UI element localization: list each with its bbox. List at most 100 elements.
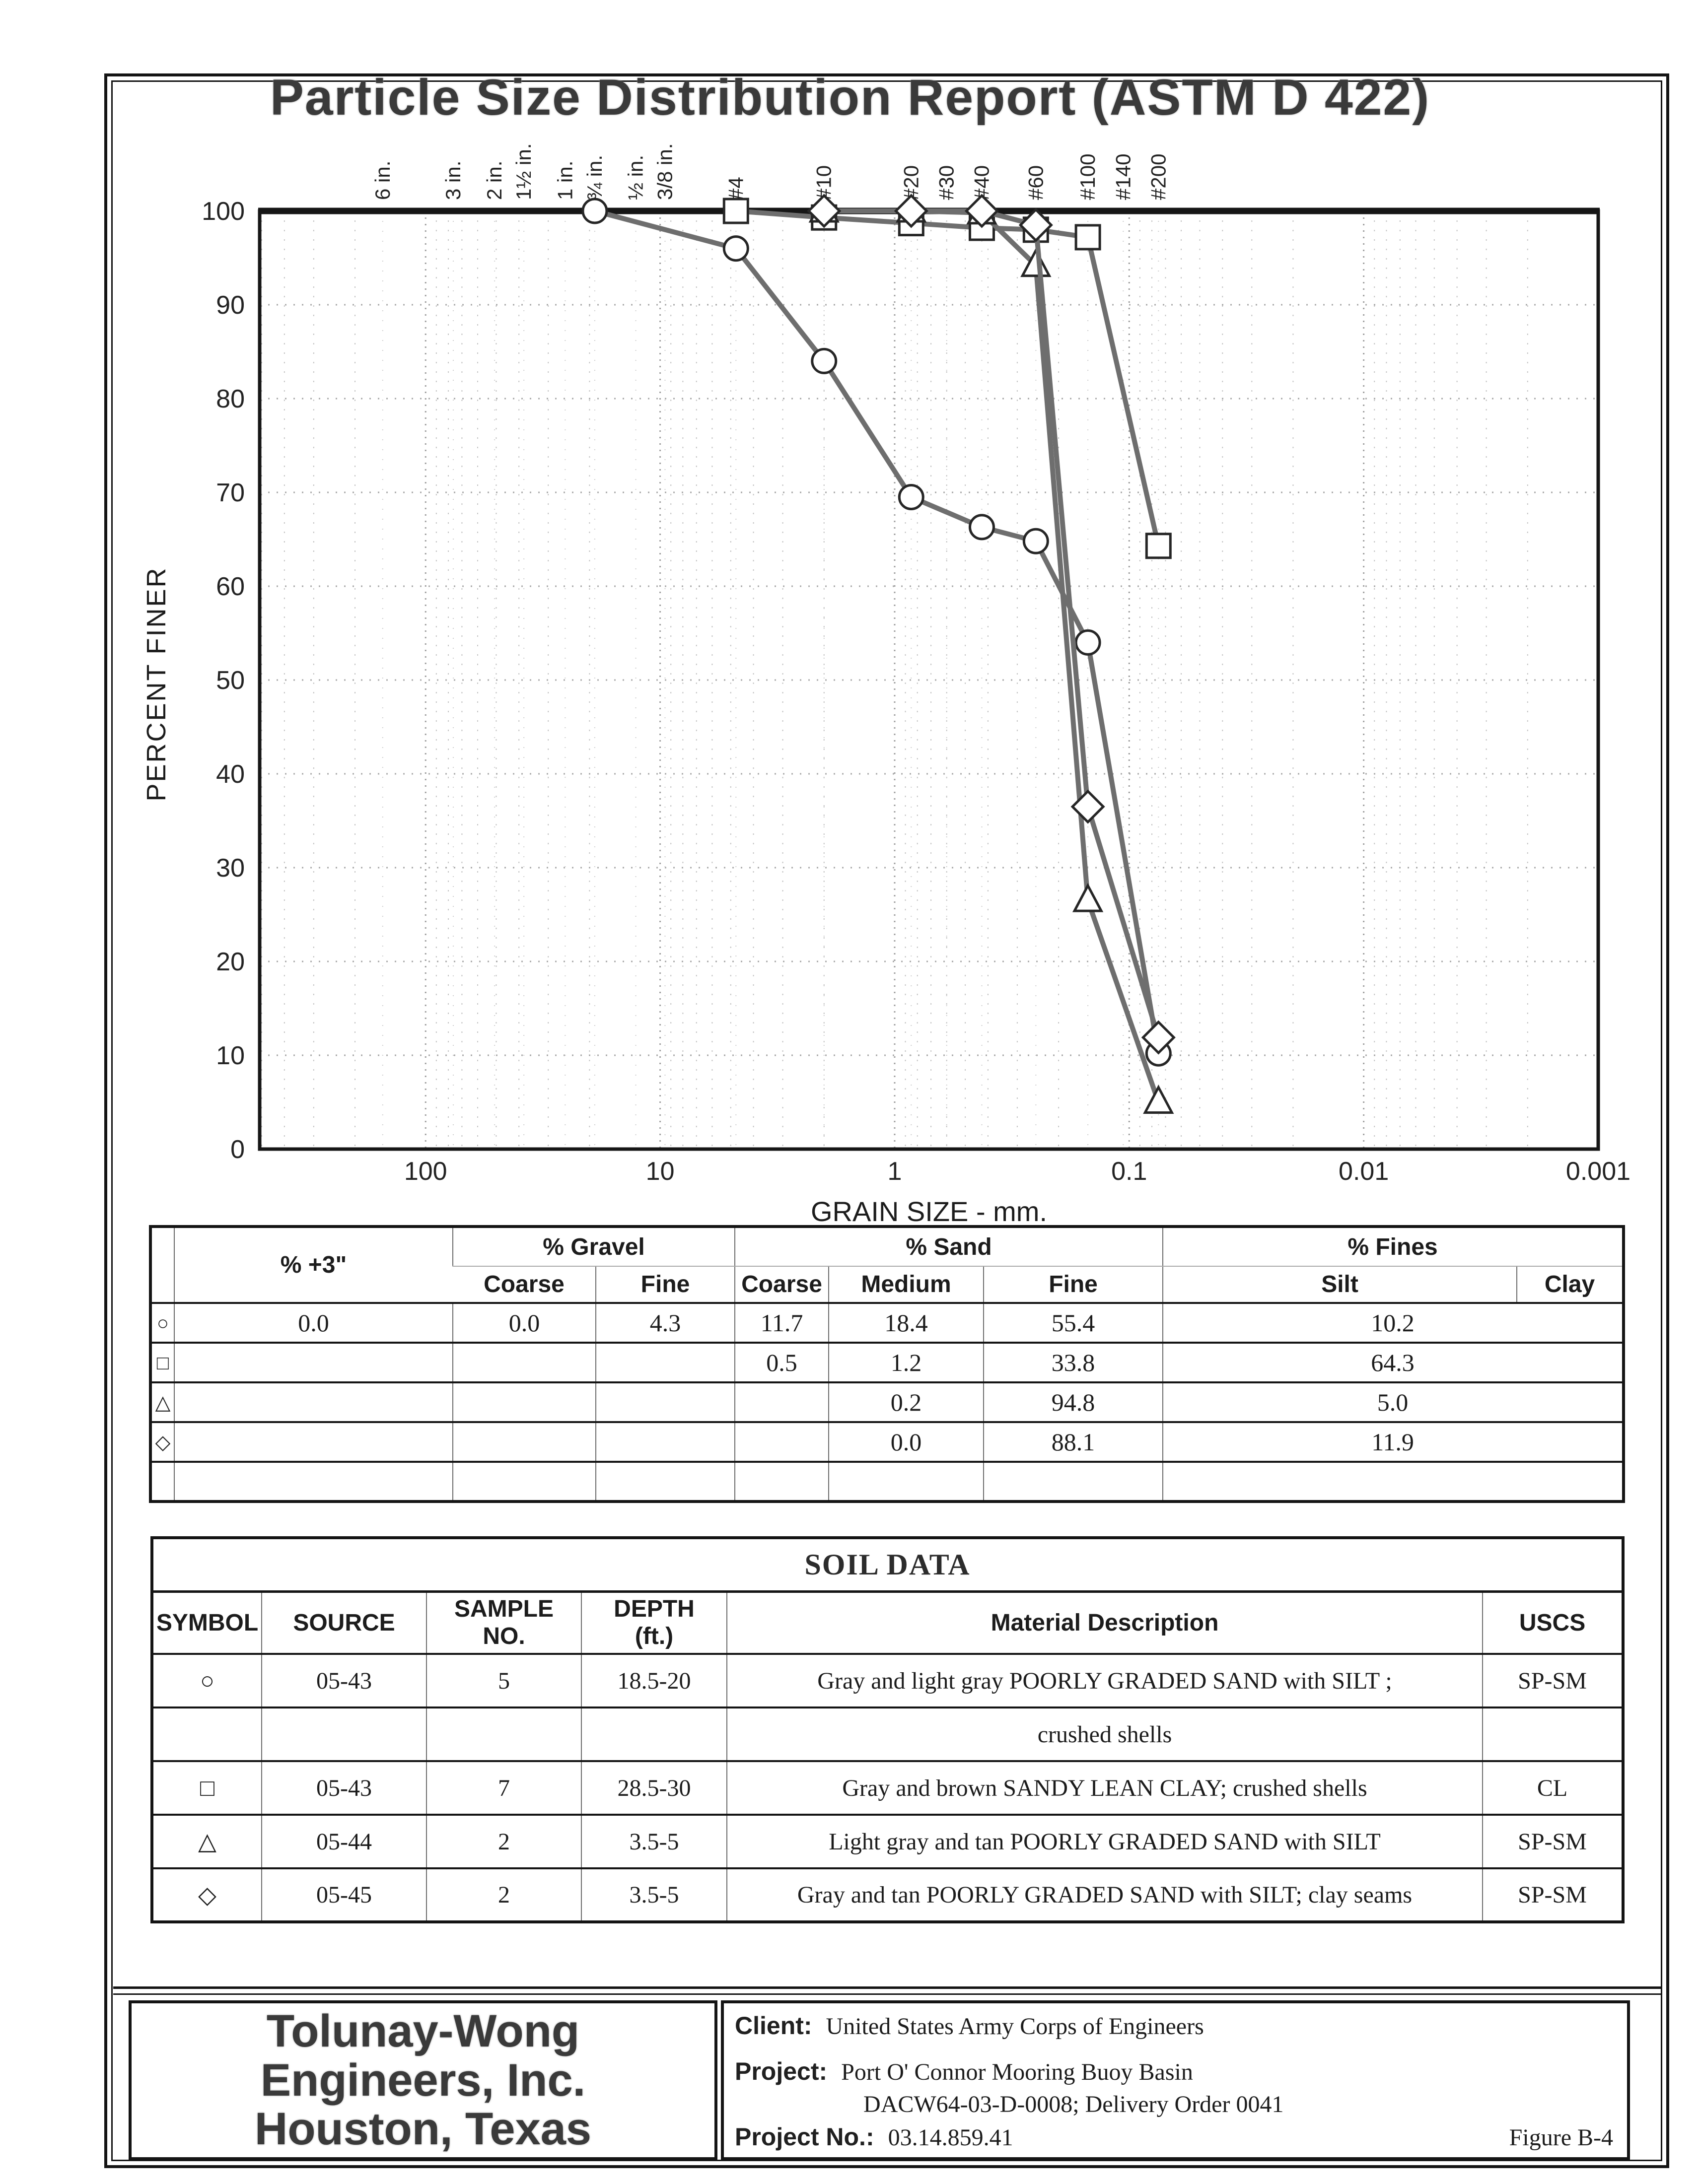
sieve-axis-label: 2 in.	[483, 161, 506, 200]
soil-source: 05-43	[261, 1653, 426, 1707]
page-border-inner	[111, 80, 1662, 2161]
x-tick-label: 0.001	[1566, 1157, 1630, 1186]
sieve-axis-label: ¾ in.	[583, 155, 606, 200]
depth-col-header: DEPTH (ft.)	[581, 1591, 727, 1654]
soil-sample-no: 5	[426, 1653, 581, 1707]
psd-chart-svg: 6 in. 3 in. 2 in. 1½ in. 1 in. ¾ in. ½ in. 3/8 …	[202, 143, 1630, 1186]
marker-diamond	[1141, 1020, 1176, 1055]
sand-fine-header: Fine	[983, 1266, 1163, 1303]
x-tick-label: 10	[646, 1157, 675, 1186]
soil-row: △ 05-44 2 3.5-5 Light gray and tan POORL…	[152, 1814, 1624, 1868]
sample-header-line1: SAMPLE	[454, 1596, 554, 1623]
marker-triangle	[1020, 248, 1052, 277]
soil-depth	[581, 1706, 727, 1761]
description-col-header: Material Description	[726, 1591, 1483, 1654]
gravel-fine-value	[595, 1421, 735, 1462]
company-name-line1: Tolunay-Wong	[266, 2006, 580, 2057]
row-symbol	[150, 1461, 174, 1502]
gravel-fine-value	[595, 1342, 735, 1382]
project-no-label: Project No.:	[735, 2123, 874, 2151]
soil-source: 05-43	[261, 1760, 426, 1815]
sand-coarse-value	[734, 1461, 829, 1502]
y-tick-label: 50	[216, 666, 245, 695]
fractions-row: ○ 0.0 0.0 4.3 11.7 18.4 55.4 10.2	[150, 1302, 1624, 1343]
soil-description: Gray and light gray POORLY GRADED SAND w…	[726, 1653, 1483, 1707]
soil-symbol	[152, 1706, 262, 1761]
marker-square	[1145, 533, 1172, 559]
plus3-value	[174, 1342, 453, 1382]
soil-depth: 3.5-5	[581, 1814, 727, 1868]
soil-uscs: SP-SM	[1482, 1814, 1624, 1868]
client-line: Client: United States Army Corps of Engin…	[735, 2011, 1204, 2040]
source-col-header: SOURCE	[261, 1591, 426, 1654]
soil-source: 05-44	[261, 1814, 426, 1868]
soil-symbol: □	[152, 1760, 262, 1815]
plus3-value: 0.0	[174, 1302, 453, 1343]
silt-header: Silt	[1162, 1266, 1517, 1303]
marker-square	[1074, 224, 1101, 251]
sand-medium-value: 18.4	[828, 1302, 984, 1343]
sand-coarse-value: 11.7	[734, 1302, 829, 1343]
soil-sample-no: 2	[426, 1867, 581, 1922]
marker-square	[722, 198, 749, 224]
symbol-col-header: SYMBOL	[156, 1609, 259, 1636]
sieve-axis-label: 1½ in.	[512, 143, 535, 200]
sieve-axis-label: #140	[1111, 154, 1134, 200]
company-title-block: Tolunay-Wong Engineers, Inc. Houston, Te…	[129, 2000, 717, 2160]
soil-data-title: SOIL DATA	[152, 1537, 1624, 1593]
depth-header-line1: DEPTH	[614, 1596, 695, 1623]
fractions-sand-header: % Sand	[734, 1227, 1163, 1267]
sand-medium-value	[828, 1461, 984, 1502]
page-title: Particle Size Distribution Report (ASTM …	[270, 69, 1430, 126]
company-location: Houston, Texas	[254, 2104, 592, 2155]
y-tick-label: 70	[216, 478, 245, 507]
marker-circle	[968, 514, 995, 541]
marker-diamond	[894, 194, 928, 228]
fractions-symbol-header	[150, 1227, 174, 1303]
marker-circle	[1022, 528, 1049, 554]
soil-data-table: SOIL DATA SYMBOL SOURCE SAMPLE NO. DEPTH…	[150, 1536, 1625, 1923]
soil-depth: 28.5-30	[581, 1760, 727, 1815]
soil-description: Light gray and tan POORLY GRADED SAND wi…	[726, 1814, 1483, 1868]
row-symbol: ○	[150, 1302, 174, 1343]
gravel-coarse-value	[452, 1381, 596, 1422]
sieve-axis-label: 3/8 in.	[653, 143, 676, 200]
y-tick-label: 90	[216, 291, 245, 320]
soil-description: crushed shells	[726, 1706, 1483, 1761]
soil-row: □ 05-43 7 28.5-30 Gray and brown SANDY L…	[152, 1760, 1624, 1815]
soil-uscs: SP-SM	[1482, 1653, 1624, 1707]
sand-fine-value: 33.8	[983, 1342, 1163, 1382]
client-value: United States Army Corps of Engineers	[826, 2013, 1204, 2040]
footer-separator	[113, 1986, 1661, 1989]
y-tick-label: 20	[216, 948, 245, 976]
client-label: Client:	[735, 2012, 812, 2040]
curve-square	[735, 208, 1161, 546]
soil-sample-no: 2	[426, 1814, 581, 1868]
fines-value: 11.9	[1162, 1421, 1624, 1462]
gravel-fine-value	[595, 1381, 735, 1422]
sand-coarse-value: 0.5	[734, 1342, 829, 1382]
marker-diamond	[1070, 789, 1105, 824]
x-tick-label: 0.1	[1111, 1157, 1147, 1186]
soil-row: ○ 05-43 5 18.5-20 Gray and light gray PO…	[152, 1653, 1624, 1707]
sand-fine-value	[983, 1461, 1163, 1502]
y-axis-label: PERCENT FINER	[142, 566, 171, 802]
gravel-coarse-value	[452, 1342, 596, 1382]
project-value: Port O' Connor Mooring Buoy Basin	[841, 2059, 1193, 2085]
soil-depth: 18.5-20	[581, 1653, 727, 1707]
marker-diamond	[1018, 207, 1053, 242]
soil-row-continuation: crushed shells	[152, 1706, 1624, 1761]
gravel-fine-value	[595, 1461, 735, 1502]
sand-medium-value: 0.2	[828, 1381, 984, 1422]
project-label: Project:	[735, 2057, 828, 2085]
y-tick-label: 0	[230, 1135, 245, 1164]
sand-medium-header: Medium	[828, 1266, 984, 1303]
fines-value	[1162, 1461, 1624, 1502]
curve-triangle	[824, 208, 1161, 1103]
soil-symbol: ○	[152, 1653, 262, 1707]
sand-coarse-value	[734, 1421, 829, 1462]
x-tick-label: 1	[887, 1157, 902, 1186]
y-tick-label: 80	[216, 385, 245, 413]
marker-diamond	[807, 194, 842, 228]
marker-triangle	[1072, 883, 1104, 912]
